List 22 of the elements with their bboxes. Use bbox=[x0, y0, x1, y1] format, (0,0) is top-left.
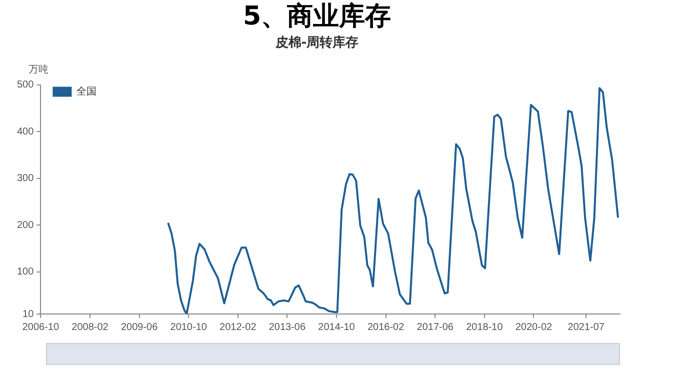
x-tick-label: 2006-10 bbox=[22, 322, 60, 333]
x-tick-label: 2013-06 bbox=[268, 322, 306, 333]
y-tick-label: 400 bbox=[16, 126, 34, 138]
x-tick-label: 2020-02 bbox=[515, 322, 553, 333]
x-tick-label: 2017-06 bbox=[416, 322, 454, 333]
y-tick-label: 10 bbox=[22, 308, 34, 320]
x-tick-label: 2016-02 bbox=[367, 322, 405, 333]
x-tick-label: 2018-10 bbox=[466, 322, 504, 333]
x-tick-label: 2012-02 bbox=[220, 322, 257, 333]
chart-title: 5、商业库存 bbox=[242, 1, 392, 32]
x-tick-label: 2009-06 bbox=[120, 322, 158, 333]
y-tick-label: 200 bbox=[16, 220, 34, 231]
x-tick-label: 2008-02 bbox=[72, 322, 109, 333]
y-axis-title: 万吨 bbox=[28, 64, 49, 76]
chart-subtitle: 皮棉-周转库存 bbox=[274, 34, 359, 50]
x-tick-label: 2021-07 bbox=[568, 322, 605, 333]
x-tick-label: 2014-10 bbox=[318, 322, 356, 333]
y-tick-label: 100 bbox=[16, 266, 34, 278]
y-tick-label: 300 bbox=[16, 173, 34, 184]
x-tick-label: 2010-10 bbox=[170, 322, 208, 333]
y-tick-label: 500 bbox=[16, 80, 34, 91]
legend-label: 全国 bbox=[76, 86, 97, 98]
